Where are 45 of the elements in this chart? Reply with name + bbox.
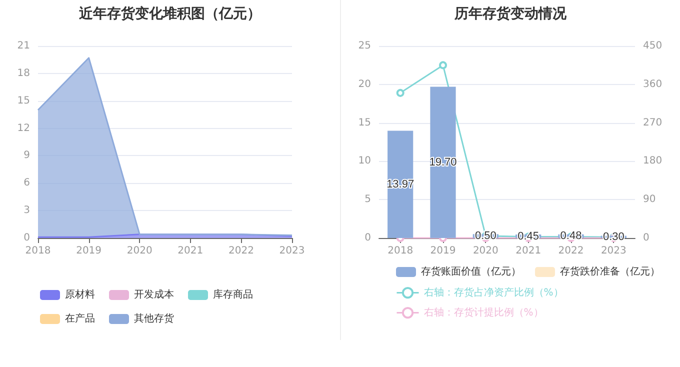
- y2-tick-label: 90: [643, 194, 656, 206]
- y-tick-label: 0: [24, 232, 30, 244]
- x-tick-label: 2022: [228, 246, 254, 256]
- y-tick-label: 3: [24, 205, 30, 216]
- chart-title: 历年存货变动情况: [454, 5, 568, 22]
- y-tick-label: 18: [17, 68, 30, 79]
- y-tick-label: 12: [17, 122, 30, 134]
- data-label: 19.70: [429, 156, 457, 168]
- x-tick-label: 2020: [126, 246, 152, 256]
- x-tick-label: 2019: [430, 246, 456, 256]
- y-tick-label: 6: [24, 178, 30, 189]
- legend-label: 在产品: [65, 312, 95, 324]
- y-tick-label: 9: [24, 150, 30, 162]
- legend-label: 右轴：存货计提比例（%）: [424, 306, 544, 318]
- x-tick-label: 2018: [25, 246, 51, 256]
- data-label: 13.97: [386, 178, 414, 190]
- x-tick-label: 2023: [279, 246, 305, 256]
- y2-tick-label: 360: [643, 78, 662, 90]
- x-tick-label: 2023: [600, 246, 626, 256]
- y-tick-label: 15: [17, 95, 30, 106]
- y2-tick-label: 0: [643, 232, 650, 244]
- y2-tick-label: 180: [643, 156, 662, 167]
- legend-label: 原材料: [65, 288, 95, 300]
- x-tick-label: 2018: [388, 246, 414, 256]
- y-tick-label: 25: [358, 40, 371, 52]
- legend-label: 存货跌价准备（亿元）: [560, 266, 660, 278]
- legend-label: 开发成本: [134, 288, 174, 300]
- y-tick-label: 5: [364, 194, 371, 206]
- y-tick-label: 21: [17, 40, 30, 52]
- y-tick-label: 20: [358, 78, 371, 90]
- y2-tick-label: 450: [643, 40, 662, 52]
- y-tick-label: 0: [364, 232, 371, 244]
- x-tick-label: 2021: [516, 246, 542, 256]
- x-tick-label: 2022: [558, 246, 584, 256]
- legend-label: 库存商品: [213, 288, 253, 300]
- y2-tick-label: 270: [643, 117, 662, 128]
- x-tick-label: 2021: [178, 246, 204, 256]
- x-tick-label: 2019: [76, 246, 102, 256]
- y-tick-label: 15: [358, 117, 371, 128]
- y-tick-label: 10: [358, 156, 371, 167]
- chart-title: 近年存货变化堆积图（亿元）: [78, 5, 261, 22]
- x-tick-label: 2020: [472, 246, 498, 256]
- legend-label: 存货账面价值（亿元）: [421, 266, 521, 278]
- legend-label: 其他存货: [134, 312, 174, 324]
- legend-label: 右轴：存货占净资产比例（%）: [424, 286, 564, 298]
